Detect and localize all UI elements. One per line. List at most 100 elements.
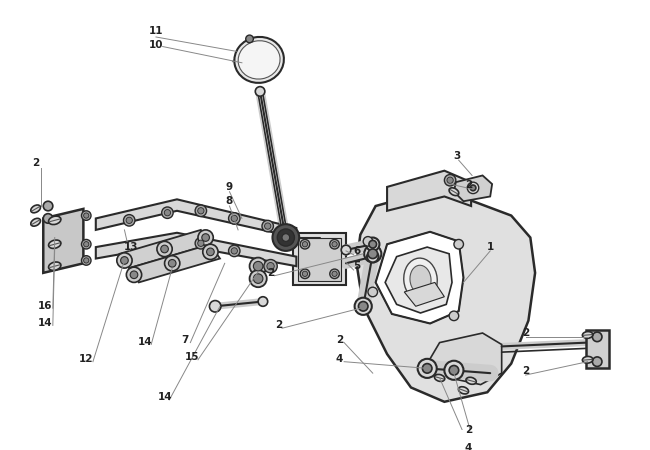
Circle shape [366,238,380,251]
Ellipse shape [404,258,437,301]
Ellipse shape [582,332,593,338]
Circle shape [447,177,453,184]
Circle shape [157,241,172,256]
Text: 16: 16 [38,302,53,311]
Circle shape [117,253,132,268]
Circle shape [278,229,294,246]
Text: 14: 14 [38,319,53,328]
Text: 5: 5 [353,261,360,271]
Text: 3: 3 [453,151,460,162]
Polygon shape [129,244,220,283]
Circle shape [282,234,290,241]
Ellipse shape [582,356,593,363]
Circle shape [195,205,207,216]
Text: 2: 2 [465,180,472,190]
Circle shape [358,302,368,311]
Ellipse shape [31,218,40,226]
Polygon shape [387,171,471,211]
Circle shape [368,249,378,259]
Circle shape [229,245,240,256]
Ellipse shape [238,41,280,79]
Circle shape [81,239,91,249]
Ellipse shape [49,240,61,248]
Circle shape [81,256,91,265]
Circle shape [330,239,339,249]
Circle shape [126,217,133,224]
Circle shape [592,332,602,342]
Text: 2: 2 [465,425,472,436]
Polygon shape [385,247,452,313]
Circle shape [44,214,53,223]
Circle shape [445,175,456,186]
Ellipse shape [49,216,61,225]
Polygon shape [298,238,341,280]
Text: 4: 4 [335,354,343,364]
Circle shape [258,297,268,306]
Circle shape [84,258,89,263]
Circle shape [302,242,307,247]
Circle shape [250,257,266,275]
Polygon shape [454,176,492,201]
Circle shape [198,207,204,214]
Polygon shape [356,187,535,402]
Ellipse shape [49,262,61,270]
Circle shape [229,213,240,224]
Circle shape [422,364,432,373]
Circle shape [121,256,128,264]
Circle shape [130,271,138,279]
Circle shape [164,210,170,216]
Ellipse shape [235,37,284,83]
Circle shape [81,211,91,220]
Circle shape [255,87,265,96]
Circle shape [265,223,271,229]
Circle shape [202,234,209,241]
Text: 1: 1 [487,242,494,252]
Ellipse shape [449,188,459,196]
Polygon shape [44,209,83,273]
Text: 2: 2 [335,335,343,345]
Circle shape [454,239,463,249]
Circle shape [84,213,89,218]
Text: 2: 2 [267,268,274,278]
Text: 8: 8 [226,196,233,206]
Circle shape [250,270,266,287]
Circle shape [231,248,237,254]
Text: 7: 7 [181,335,188,345]
Circle shape [445,361,463,380]
Circle shape [302,271,307,276]
Text: 13: 13 [124,242,138,252]
Circle shape [209,301,221,312]
Polygon shape [120,230,211,268]
Circle shape [164,256,180,271]
Circle shape [449,365,459,375]
Circle shape [367,251,378,262]
Text: 11: 11 [149,26,163,36]
Circle shape [363,237,372,246]
Circle shape [124,215,135,226]
Circle shape [262,220,274,232]
Text: 2: 2 [32,158,39,168]
Circle shape [592,357,602,366]
Circle shape [300,239,309,249]
Circle shape [332,242,337,247]
Circle shape [198,230,213,245]
Circle shape [84,242,89,247]
Circle shape [368,287,378,297]
Circle shape [162,207,173,218]
Circle shape [168,260,176,267]
Text: 4: 4 [465,443,472,450]
Circle shape [231,215,237,221]
Circle shape [418,359,437,378]
Text: 12: 12 [79,354,94,364]
Polygon shape [376,232,463,324]
Circle shape [207,248,215,256]
Circle shape [364,245,382,262]
Text: 2: 2 [276,320,283,330]
Circle shape [161,245,168,253]
Circle shape [341,245,351,255]
Text: 9: 9 [226,182,233,192]
Circle shape [254,261,263,271]
Circle shape [470,185,476,191]
Circle shape [355,298,372,315]
Circle shape [330,269,339,279]
